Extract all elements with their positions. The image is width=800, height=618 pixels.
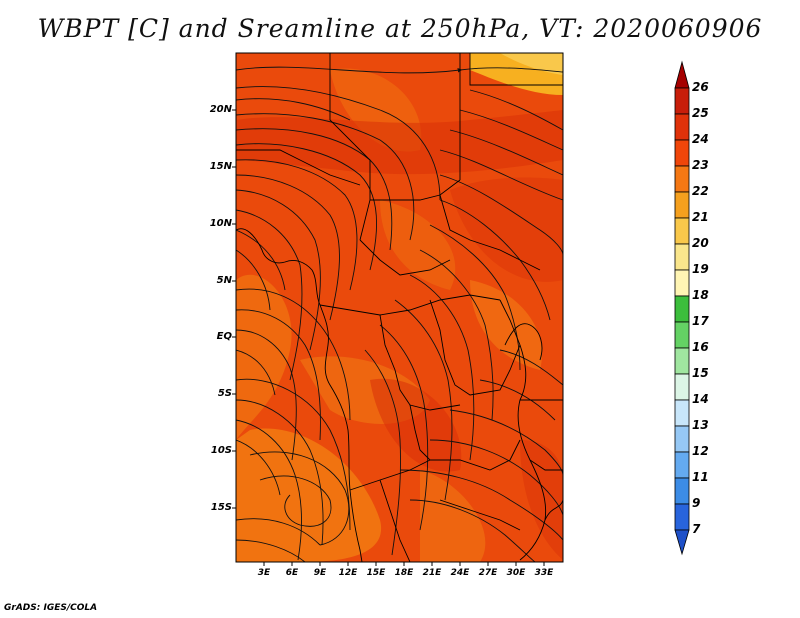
colorbar-label: 17	[692, 314, 709, 328]
map-title: WBPT [C] and Sreamline at 250hPa, VT: 20…	[37, 14, 763, 43]
colorbar-segment	[674, 503, 690, 531]
colorbar-segment	[674, 113, 690, 141]
colorbar-segment	[674, 269, 690, 297]
colorbar-segment	[674, 165, 690, 193]
colorbar-segment	[674, 243, 690, 271]
lat-ticks	[232, 109, 236, 509]
lon-ticks	[263, 562, 545, 566]
colorbar-label: 13	[692, 418, 709, 432]
colorbar-label: 20	[692, 236, 709, 250]
lon-label-21e: 21E	[422, 568, 442, 578]
colorbar-segment	[674, 399, 690, 427]
lon-label-30e: 30E	[506, 568, 526, 578]
colorbar-label: 12	[692, 444, 709, 458]
colorbar-label: 9	[692, 496, 701, 510]
lon-label-33e: 33E	[534, 568, 554, 578]
colorbar-label: 16	[692, 340, 709, 354]
colorbar-cap-bottom	[674, 529, 690, 556]
colorbar-segment	[674, 139, 690, 167]
country-boundaries	[236, 53, 563, 562]
lat-label-15n: 15N	[209, 161, 232, 172]
colorbar-segment	[674, 191, 690, 219]
colorbar-label: 25	[692, 106, 709, 120]
colorbar-segment	[674, 477, 690, 505]
wbpt-field	[236, 53, 563, 562]
lon-label-27e: 27E	[478, 568, 498, 578]
lat-label-10s: 10S	[210, 445, 232, 456]
colorbar-label: 26	[692, 80, 709, 94]
lon-label-6e: 6E	[285, 568, 299, 578]
colorbar-segment	[674, 217, 690, 245]
grads-credit: GrADS: IGES/COLA	[4, 603, 98, 613]
colorbar-segment	[674, 87, 690, 115]
colorbar-segment	[674, 451, 690, 479]
lon-label-3e: 3E	[257, 568, 271, 578]
colorbar-label: 7	[692, 522, 701, 536]
colorbar-segment	[674, 347, 690, 375]
colorbar-label: 22	[692, 184, 709, 198]
lat-label-5n: 5N	[216, 275, 232, 286]
colorbar-cap-top	[674, 60, 690, 89]
lat-label-eq: EQ	[216, 331, 232, 342]
colorbar-label: 14	[692, 392, 709, 406]
colorbar-label: 19	[692, 262, 709, 276]
colorbar-label: 11	[692, 470, 709, 484]
lon-label-15e: 15E	[366, 568, 386, 578]
lat-label-20n: 20N	[209, 104, 232, 115]
lon-label-18e: 18E	[394, 568, 414, 578]
lon-label-24e: 24E	[450, 568, 470, 578]
colorbar	[674, 60, 690, 556]
colorbar-segment	[674, 321, 690, 349]
colorbar-segment	[674, 295, 690, 323]
lon-label-12e: 12E	[338, 568, 358, 578]
streamlines	[236, 66, 563, 562]
lat-label-10n: 10N	[209, 218, 232, 229]
colorbar-segment	[674, 425, 690, 453]
colorbar-label: 23	[692, 158, 709, 172]
lon-label-9e: 9E	[313, 568, 327, 578]
colorbar-label: 24	[692, 132, 709, 146]
colorbar-segment	[674, 373, 690, 401]
lat-label-5s: 5S	[217, 388, 232, 399]
colorbar-label: 18	[692, 288, 709, 302]
map-frame	[235, 52, 564, 563]
lat-label-15s: 15S	[210, 502, 232, 513]
colorbar-label: 21	[692, 210, 709, 224]
colorbar-label: 15	[692, 366, 709, 380]
